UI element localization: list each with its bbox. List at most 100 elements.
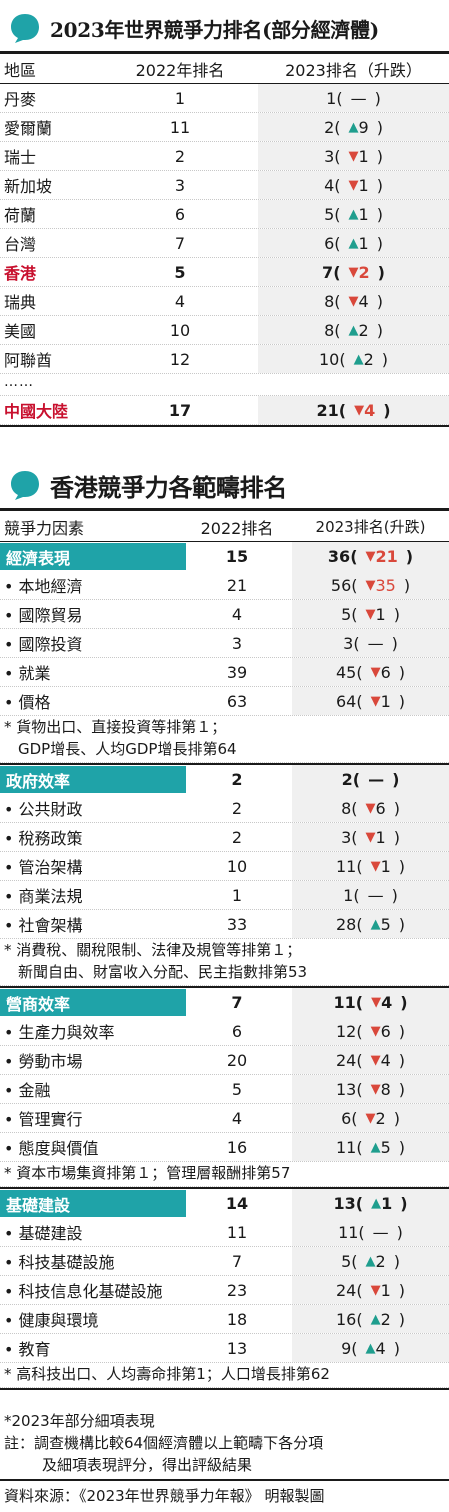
rank-2023-cell: 45( ▼ 6 ) bbox=[292, 658, 449, 686]
rank-2022: 3 bbox=[231, 633, 243, 653]
note-line: GDP增長、人均GDP增長排第64 bbox=[18, 740, 237, 758]
section-note: * 消費稅、關稅限制、法律及規管等排第１； 新聞自由、財富收入分配、民主指數排第5… bbox=[0, 939, 449, 986]
rank-change: 1 bbox=[380, 856, 391, 876]
rank-change: 35 bbox=[375, 575, 396, 595]
rank-change: 6 bbox=[380, 1021, 391, 1041]
section-note: * 資本市場集資排第１；管理層報酬排第57 bbox=[0, 1162, 449, 1187]
rank-2023-cell: 5( ▲ 1 ) bbox=[258, 200, 449, 228]
category-row: 營商效率 7 11( ▼ 4 ) bbox=[0, 988, 449, 1017]
table1-row: 瑞士 2 3( ▼ 1 ) bbox=[0, 142, 449, 171]
rank-2022: 2 bbox=[231, 770, 243, 789]
note-line: 新聞自由、財富收入分配、民主指數排第53 bbox=[18, 963, 308, 981]
rank-2022: 4 bbox=[231, 1108, 243, 1128]
down-arrow-icon: ▼ bbox=[370, 1081, 381, 1097]
rank-2023: 6 bbox=[341, 1108, 352, 1128]
subfactor-row: 就業 39 45( ▼6 ) bbox=[0, 658, 449, 687]
rank-change: — bbox=[367, 633, 384, 653]
footnote-detail: *2023年部分細項表現 bbox=[4, 1412, 155, 1430]
table1-header-cell: 2023排名（升跌） bbox=[285, 61, 422, 80]
subfactor-name: 商業法規 bbox=[4, 883, 83, 907]
rank-2022: 11 bbox=[169, 117, 191, 137]
rank-2023-cell: 7( ▼ 2 ) bbox=[258, 258, 449, 286]
rank-2022: 6 bbox=[174, 204, 186, 224]
rank-2023: 5 bbox=[341, 1251, 352, 1271]
rank-2023: 8 bbox=[341, 798, 352, 818]
table2-title: 香港競爭力各範疇排名 bbox=[50, 472, 287, 502]
rank-2022: 23 bbox=[226, 1280, 248, 1300]
rank-2023: 6 bbox=[324, 233, 335, 253]
rank-change: 2 bbox=[358, 262, 370, 282]
rank-2023-cell: 11( — ) bbox=[292, 1218, 449, 1246]
rank-2023-cell: 3( ▼ 1 ) bbox=[292, 823, 449, 851]
rank-2023: 1 bbox=[343, 885, 354, 905]
rank-2023-cell: 6( ▲ 1 ) bbox=[258, 229, 449, 257]
subfactor-name: 國際投資 bbox=[4, 631, 83, 655]
region-name: 阿聯酋 bbox=[4, 351, 53, 370]
down-arrow-icon: ▼ bbox=[348, 148, 359, 164]
region-name: 香港 bbox=[4, 264, 37, 283]
note-line: * 消費稅、關稅限制、法律及規管等排第１； bbox=[4, 941, 302, 959]
subfactor-row: 教育 13 9( ▲4 ) bbox=[0, 1334, 449, 1363]
down-arrow-icon: ▼ bbox=[348, 177, 359, 193]
subfactor-row: 國際貿易 4 5( ▼1 ) bbox=[0, 600, 449, 629]
rank-2022: 16 bbox=[226, 1137, 248, 1157]
rank-2022: 12 bbox=[169, 349, 191, 369]
subfactor-name: 就業 bbox=[4, 660, 51, 684]
rank-change: 8 bbox=[380, 1079, 391, 1099]
rank-2023-cell: 5( ▲ 2 ) bbox=[292, 1247, 449, 1275]
region-name: 中國大陸 bbox=[4, 402, 69, 421]
source-rule bbox=[0, 1479, 449, 1481]
rank-2023: 4 bbox=[324, 175, 335, 195]
rank-2023-cell: 2( ▲ 9 ) bbox=[258, 113, 449, 141]
table2-header-cell: 競爭力因素 bbox=[4, 518, 85, 538]
rank-2023: 7 bbox=[322, 262, 334, 282]
down-arrow-icon: ▼ bbox=[354, 402, 365, 418]
rank-2023-cell: 8( ▼ 4 ) bbox=[258, 287, 449, 315]
table1-row: 中國大陸 17 21( ▼ 4 ) bbox=[0, 396, 449, 425]
rank-2022: 20 bbox=[226, 1050, 248, 1070]
rank-2022: 11 bbox=[226, 1222, 248, 1242]
subfactor-row: 價格 63 64( ▼1 ) bbox=[0, 687, 449, 716]
rank-2023-cell: 24( ▼ 1 ) bbox=[292, 1276, 449, 1304]
table1-row: 荷蘭 6 5( ▲ 1 ) bbox=[0, 200, 449, 229]
rank-2023-cell: 5( ▼ 1 ) bbox=[292, 600, 449, 628]
subfactor-name: 國際貿易 bbox=[4, 602, 83, 626]
subfactor-row: 社會架構 33 28( ▲5 ) bbox=[0, 910, 449, 939]
up-arrow-icon: ▲ bbox=[370, 916, 381, 932]
table1-ellipsis: …… bbox=[0, 374, 449, 396]
rank-2023: 24 bbox=[335, 1050, 357, 1070]
down-arrow-icon: ▼ bbox=[365, 1110, 376, 1126]
rank-2023-cell: 2( — ) bbox=[292, 765, 449, 794]
table1-title-rule bbox=[0, 51, 449, 54]
table1-row: 丹麥 1 1( — ) bbox=[0, 84, 449, 113]
rank-change: 4 bbox=[364, 400, 376, 420]
footnote-method: 註：調查機構比較64個經濟體以上範疇下各分項 bbox=[4, 1434, 324, 1452]
rank-2022: 7 bbox=[231, 993, 243, 1012]
subfactor-name: 勞動市場 bbox=[4, 1048, 83, 1072]
region-name: 丹麥 bbox=[4, 90, 37, 109]
rank-2023: 9 bbox=[341, 1338, 352, 1358]
up-arrow-icon: ▲ bbox=[370, 1139, 381, 1155]
rank-2022: 21 bbox=[226, 575, 248, 595]
up-arrow-icon: ▲ bbox=[348, 322, 359, 338]
subfactor-row: 稅務政策 2 3( ▼1 ) bbox=[0, 823, 449, 852]
rank-change: 5 bbox=[380, 1137, 391, 1157]
rank-change: 1 bbox=[358, 233, 369, 253]
rank-2022: 1 bbox=[231, 885, 243, 905]
rank-change: 4 bbox=[381, 993, 393, 1012]
subfactor-name: 金融 bbox=[4, 1077, 51, 1101]
rank-2022: 63 bbox=[226, 691, 248, 711]
table2-header-cell: 2023排名(升跌) bbox=[315, 518, 426, 536]
rank-2023-cell: 3( ▼ 1 ) bbox=[258, 142, 449, 170]
rank-change: 1 bbox=[358, 146, 369, 166]
subfactor-name: 稅務政策 bbox=[4, 825, 83, 849]
down-arrow-icon: ▼ bbox=[365, 606, 376, 622]
region-name: 台灣 bbox=[4, 235, 37, 254]
rank-2023-cell: 28( ▲ 5 ) bbox=[292, 910, 449, 938]
down-arrow-icon: ▼ bbox=[370, 858, 381, 874]
rank-2023: 11 bbox=[333, 993, 356, 1012]
rank-change: 1 bbox=[375, 827, 386, 847]
rank-2023-cell: 6( ▼ 2 ) bbox=[292, 1104, 449, 1132]
